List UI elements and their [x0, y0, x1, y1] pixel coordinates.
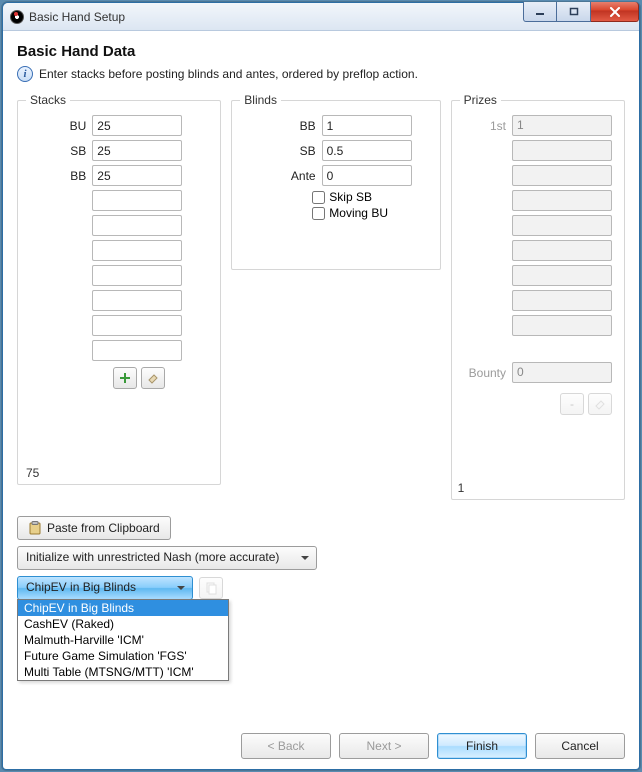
minimize-icon: [535, 8, 545, 16]
bounty-label: Bounty: [466, 366, 506, 380]
group-stacks: Stacks BU SB BB: [17, 100, 221, 485]
prize-input-8: [512, 290, 612, 311]
page-title: Basic Hand Data: [17, 43, 625, 60]
titlebar: Basic Hand Setup: [3, 3, 639, 31]
minimize-button[interactable]: [523, 2, 557, 22]
stack-input-1[interactable]: [92, 140, 182, 161]
groups: Stacks BU SB BB: [17, 100, 625, 500]
group-blinds: Blinds BB SB Ante Skip SB Moving BU: [231, 100, 440, 270]
metric-option-0[interactable]: ChipEV in Big Blinds: [18, 600, 228, 616]
metric-option-2[interactable]: Malmuth-Harville 'ICM': [18, 632, 228, 648]
blinds-bb-label: BB: [276, 119, 316, 133]
prize-minus-button: -: [560, 393, 584, 415]
moving-bu-checkbox[interactable]: [312, 207, 325, 220]
finish-button[interactable]: Finish: [437, 733, 527, 759]
prize-input-5: [512, 215, 612, 236]
stack-input-7[interactable]: [92, 290, 182, 311]
window: Basic Hand Setup Basic Hand Data i Enter…: [2, 2, 640, 770]
paste-button[interactable]: Paste from Clipboard: [17, 516, 171, 540]
prize-1st-input: 1: [512, 115, 612, 136]
group-stacks-label: Stacks: [26, 93, 70, 107]
minus-icon: -: [570, 397, 574, 411]
stack-label-0: BU: [62, 119, 86, 133]
prize-clear-button: [588, 393, 612, 415]
stacks-total: 75: [26, 466, 39, 480]
stack-input-2[interactable]: [92, 165, 182, 186]
prize-input-9: [512, 315, 612, 336]
cancel-button[interactable]: Cancel: [535, 733, 625, 759]
prize-input-7: [512, 265, 612, 286]
info-text: Enter stacks before posting blinds and a…: [39, 67, 418, 81]
init-select-value: Initialize with unrestricted Nash (more …: [26, 550, 279, 564]
metric-option-1[interactable]: CashEV (Raked): [18, 616, 228, 632]
prize-1st-label: 1st: [466, 119, 506, 133]
group-blinds-label: Blinds: [240, 93, 281, 107]
stack-label-1: SB: [62, 144, 86, 158]
blinds-bb-input[interactable]: [322, 115, 412, 136]
info-icon: i: [17, 66, 33, 82]
init-select[interactable]: Initialize with unrestricted Nash (more …: [17, 546, 317, 570]
metric-select[interactable]: ChipEV in Big Blinds: [17, 576, 193, 600]
clipboard-icon: [28, 521, 42, 535]
metric-copy-button: [199, 577, 223, 599]
prize-input-3: [512, 165, 612, 186]
stack-input-4[interactable]: [92, 215, 182, 236]
blinds-sb-label: SB: [276, 144, 316, 158]
maximize-icon: [569, 7, 579, 16]
info-row: i Enter stacks before posting blinds and…: [17, 66, 625, 82]
clear-stacks-button[interactable]: [141, 367, 165, 389]
eraser-icon: [146, 371, 160, 385]
stack-input-9[interactable]: [92, 340, 182, 361]
metric-dropdown: ChipEV in Big Blinds CashEV (Raked) Malm…: [17, 599, 229, 681]
window-title: Basic Hand Setup: [29, 10, 125, 24]
app-icon: [9, 9, 25, 25]
blinds-ante-input[interactable]: [322, 165, 412, 186]
copy-icon: [204, 581, 218, 595]
metric-option-4[interactable]: Multi Table (MTSNG/MTT) 'ICM': [18, 664, 228, 680]
paste-label: Paste from Clipboard: [47, 521, 160, 535]
plus-icon: [118, 371, 132, 385]
prize-input-4: [512, 190, 612, 211]
blinds-ante-label: Ante: [276, 169, 316, 183]
close-icon: [609, 7, 621, 17]
footer: < Back Next > Finish Cancel: [17, 723, 625, 759]
skip-sb-checkbox[interactable]: [312, 191, 325, 204]
blinds-sb-input[interactable]: [322, 140, 412, 161]
prize-input-2: [512, 140, 612, 161]
group-prizes: Prizes 1st1 Bounty0 - 1: [451, 100, 625, 500]
next-button: Next >: [339, 733, 429, 759]
group-prizes-label: Prizes: [460, 93, 501, 107]
close-button[interactable]: [591, 2, 639, 22]
window-buttons: [523, 2, 639, 22]
stack-input-6[interactable]: [92, 265, 182, 286]
moving-bu-label: Moving BU: [329, 206, 388, 220]
lower-controls: Paste from Clipboard Initialize with unr…: [17, 516, 625, 600]
stack-label-2: BB: [62, 169, 86, 183]
metric-option-3[interactable]: Future Game Simulation 'FGS': [18, 648, 228, 664]
maximize-button[interactable]: [557, 2, 591, 22]
prize-input-6: [512, 240, 612, 261]
stack-input-0[interactable]: [92, 115, 182, 136]
back-button: < Back: [241, 733, 331, 759]
prizes-total: 1: [458, 481, 465, 495]
add-stack-button[interactable]: [113, 367, 137, 389]
skip-sb-label: Skip SB: [329, 190, 372, 204]
bounty-input: 0: [512, 362, 612, 383]
stack-input-5[interactable]: [92, 240, 182, 261]
content: Basic Hand Data i Enter stacks before po…: [3, 31, 639, 769]
metric-select-value: ChipEV in Big Blinds: [26, 580, 136, 594]
stack-input-8[interactable]: [92, 315, 182, 336]
stack-input-3[interactable]: [92, 190, 182, 211]
eraser-icon: [593, 397, 607, 411]
